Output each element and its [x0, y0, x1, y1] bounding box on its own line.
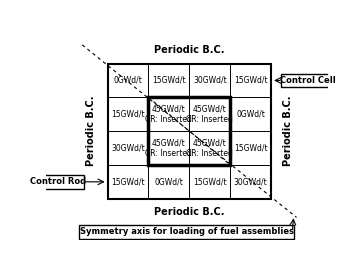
Text: 15GWd/t: 15GWd/t [193, 177, 227, 186]
Text: 0GWd/t: 0GWd/t [236, 110, 265, 119]
FancyBboxPatch shape [33, 175, 84, 188]
Text: 45GWd/t
CR: Inserted: 45GWd/t CR: Inserted [146, 104, 192, 124]
Text: 45GWd/t
CR: Inserted: 45GWd/t CR: Inserted [186, 138, 233, 158]
Text: 45GWd/t
CR: Inserted: 45GWd/t CR: Inserted [186, 104, 233, 124]
Text: 0GWd/t: 0GWd/t [114, 76, 142, 85]
Text: 30GWd/t: 30GWd/t [193, 76, 227, 85]
Text: Periodic B.C.: Periodic B.C. [283, 96, 293, 166]
Text: 15GWd/t: 15GWd/t [152, 76, 186, 85]
Text: 15GWd/t: 15GWd/t [111, 110, 145, 119]
Text: 15GWd/t: 15GWd/t [234, 76, 268, 85]
FancyBboxPatch shape [281, 74, 335, 87]
Text: Periodic B.C.: Periodic B.C. [154, 45, 225, 55]
Text: Periodic B.C.: Periodic B.C. [86, 96, 96, 166]
Text: 45GWd/t
CR: Inserted: 45GWd/t CR: Inserted [146, 138, 192, 158]
Text: Control Cell: Control Cell [280, 76, 336, 85]
Bar [149, 97, 230, 165]
Text: 0GWd/t: 0GWd/t [154, 177, 183, 186]
Text: Symmetry axis for loading of fuel assemblies: Symmetry axis for loading of fuel assemb… [80, 228, 293, 237]
Bar [108, 64, 271, 199]
FancyBboxPatch shape [79, 225, 294, 239]
Text: Control Rod: Control Rod [30, 177, 86, 186]
Text: 30GWd/t: 30GWd/t [111, 144, 145, 153]
Text: 15GWd/t: 15GWd/t [234, 144, 268, 153]
Text: 15GWd/t: 15GWd/t [111, 177, 145, 186]
Text: Periodic B.C.: Periodic B.C. [154, 207, 225, 217]
Text: 30GWd/t: 30GWd/t [234, 177, 268, 186]
